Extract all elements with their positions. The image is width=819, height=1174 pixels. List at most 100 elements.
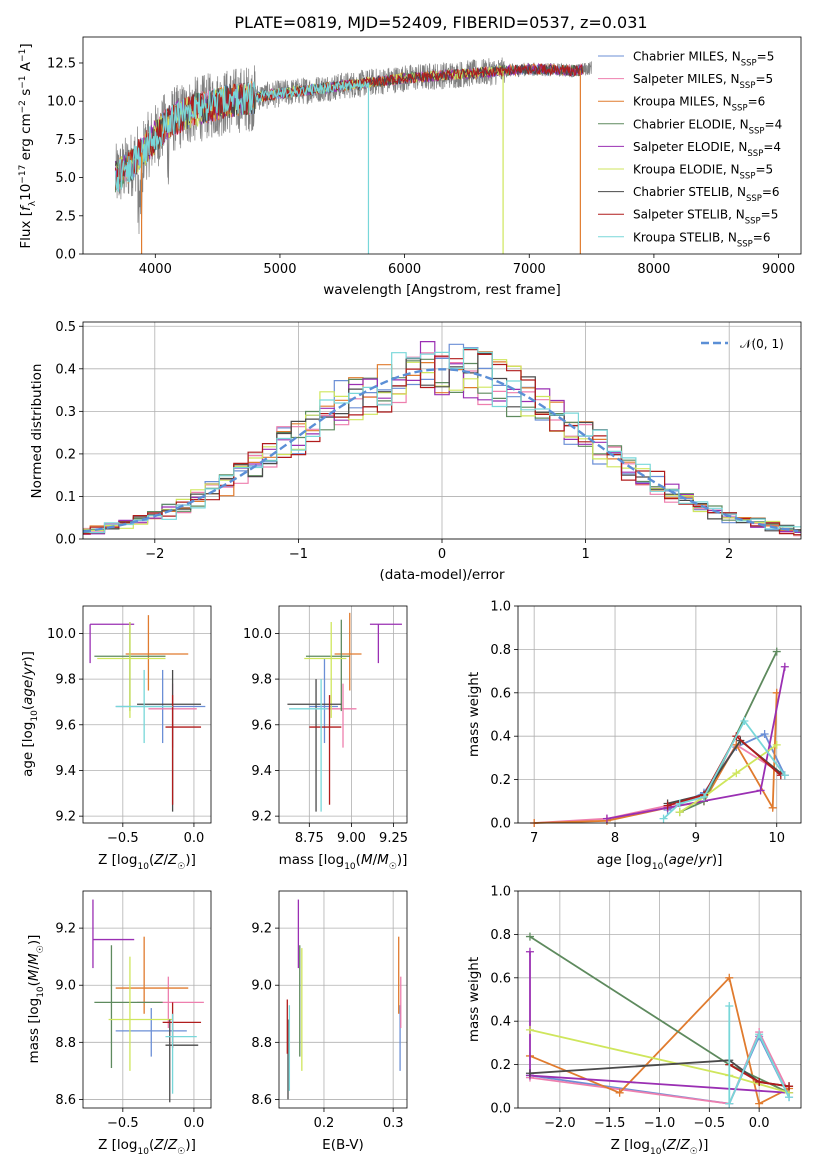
weight-marker bbox=[780, 771, 789, 780]
weight-marker bbox=[659, 814, 668, 823]
y-tick-label: 0.2 bbox=[490, 1058, 511, 1073]
legend-label: Chabrier MILES, NSSP=5 bbox=[633, 50, 774, 69]
y-tick-label: 0.3 bbox=[55, 405, 76, 420]
y-tick-label: 9.2 bbox=[55, 922, 76, 937]
x-tick-label: 0.0 bbox=[184, 831, 205, 846]
residual-histogram bbox=[83, 347, 801, 534]
x-tick-label: 7 bbox=[530, 831, 538, 846]
spectrum-legend: Chabrier MILES, NSSP=5 Salpeter MILES, NS… bbox=[598, 50, 782, 249]
weight-series-line bbox=[728, 1006, 790, 1105]
y-tick-label: 10.0 bbox=[47, 627, 76, 642]
y-tick-label: 8.6 bbox=[251, 1093, 272, 1108]
weight-marker bbox=[725, 973, 734, 982]
weight-marker bbox=[725, 1002, 734, 1011]
gaussian-reference bbox=[82, 368, 799, 533]
axes-residuals: −2 −1 0 1 2 0.0 0.1 0.2 0.3 0.4 0.5 𝒩(0, 1) (data-mo… bbox=[29, 320, 802, 583]
axes-frame bbox=[82, 36, 802, 255]
y-tick-label: 0.0 bbox=[55, 533, 76, 548]
x-axis-label: Z [log10(Z/Z☉)] bbox=[611, 1137, 709, 1157]
axes-age-vs-mass: 8.75 9.00 9.25 9.2 9.4 9.6 9.8 10.0 mass [log10(… bbox=[243, 605, 408, 872]
legend-label: Chabrier STELIB, NSSP=6 bbox=[633, 185, 780, 204]
weight-marker bbox=[675, 808, 684, 817]
y-tick-label: 0.8 bbox=[490, 928, 511, 943]
x-axis-label: Z [log10(Z/Z☉)] bbox=[98, 852, 196, 872]
x-tick-label: 4000 bbox=[139, 262, 172, 277]
x-tick-label: −1.0 bbox=[644, 1116, 676, 1131]
residual-histogram bbox=[83, 352, 801, 534]
weight-marker bbox=[785, 1082, 794, 1091]
legend-label: Salpeter MILES, NSSP=5 bbox=[633, 72, 773, 91]
x-axis-label: (data-model)/error bbox=[379, 567, 505, 583]
figure-title: PLATE=0819, MJD=52409, FIBERID=0537, z=0… bbox=[234, 13, 647, 32]
weight-marker bbox=[725, 1099, 734, 1108]
x-tick-label: 1 bbox=[581, 547, 589, 562]
weight-marker bbox=[525, 932, 534, 941]
axes-frame bbox=[278, 605, 408, 824]
y-tick-label: 8.6 bbox=[55, 1093, 76, 1108]
legend-label: 𝒩(0, 1) bbox=[740, 337, 784, 351]
axes-weight-vs-Z: −2.0 −1.5 −1.0 −0.5 0.0 0.0 0.2 0.4 0.6 0.8 1.0 mas… bbox=[466, 885, 802, 1157]
weight-marker bbox=[525, 947, 534, 956]
weight-marker bbox=[663, 801, 672, 810]
weight-marker bbox=[602, 814, 611, 823]
axes-mass-vs-ebv: 0.2 0.3 8.6 8.8 9.0 9.2 E(B-V) bbox=[251, 890, 408, 1153]
y-tick-label: 8.8 bbox=[251, 1036, 272, 1051]
y-axis-label: age [log10(age/yr)] bbox=[20, 651, 40, 777]
weight-marker bbox=[525, 1069, 534, 1078]
axes-frame bbox=[278, 890, 408, 1109]
x-axis-label: age [log10(age/yr)] bbox=[597, 852, 723, 872]
x-tick-label: 8000 bbox=[637, 262, 670, 277]
x-axis-label: mass [log10(M/M☉)] bbox=[279, 852, 408, 872]
weight-series-line bbox=[679, 744, 778, 813]
x-tick-label: 0.0 bbox=[749, 1116, 770, 1131]
weight-marker bbox=[760, 730, 769, 739]
y-tick-label: 9.4 bbox=[55, 764, 76, 779]
x-tick-label: 5000 bbox=[263, 262, 296, 277]
x-tick-label: 8.75 bbox=[295, 831, 324, 846]
weight-marker bbox=[732, 769, 741, 778]
y-tick-label: 8.8 bbox=[55, 1036, 76, 1051]
x-tick-label: −1 bbox=[289, 547, 308, 562]
axes-frame bbox=[82, 321, 802, 540]
axes-frame bbox=[517, 605, 802, 824]
x-tick-label: −1.5 bbox=[594, 1116, 626, 1131]
legend-label: Chabrier ELODIE, NSSP=4 bbox=[633, 117, 782, 136]
axes-spectrum: 4000 5000 6000 7000 8000 9000 0.0 2.5 5.0 7.5 10.0… bbox=[18, 36, 802, 298]
y-tick-label: 9.0 bbox=[251, 979, 272, 994]
axes-weight-vs-age: 7 8 9 10 0.0 0.2 0.4 0.6 0.8 1.0 mass weight age [l… bbox=[466, 600, 802, 872]
legend-label: Kroupa ELODIE, NSSP=5 bbox=[633, 163, 773, 182]
y-tick-label: 0.2 bbox=[55, 447, 76, 462]
x-tick-label: 6000 bbox=[388, 262, 421, 277]
y-tick-label: 10.0 bbox=[47, 95, 76, 110]
y-axis-label: Flux [fλ10−17 erg cm−2 s−1 A−1] bbox=[18, 43, 38, 248]
y-tick-label: 5.0 bbox=[55, 171, 76, 186]
x-tick-label: −0.5 bbox=[107, 831, 139, 846]
x-tick-label: 0.3 bbox=[383, 1116, 404, 1131]
x-tick-label: 0 bbox=[438, 547, 446, 562]
weight-marker bbox=[755, 1077, 764, 1086]
y-tick-label: 0.1 bbox=[55, 490, 76, 505]
y-tick-label: 9.2 bbox=[251, 922, 272, 937]
legend-label: Salpeter ELODIE, NSSP=4 bbox=[633, 140, 781, 159]
x-tick-label: 9000 bbox=[762, 262, 795, 277]
x-tick-label: 8 bbox=[611, 831, 619, 846]
axes-age-vs-Z: −0.5 0.0 9.2 9.4 9.6 9.8 10.0 Z [log10(Z/Z☉)] ag… bbox=[20, 605, 212, 872]
weight-marker bbox=[740, 717, 749, 726]
x-tick-label: −0.5 bbox=[694, 1116, 726, 1131]
y-axis-label: Normed distribution bbox=[29, 364, 45, 499]
y-tick-label: 0.4 bbox=[490, 1015, 511, 1030]
y-tick-label: 0.2 bbox=[490, 773, 511, 788]
y-tick-label: 9.2 bbox=[55, 810, 76, 825]
weight-marker bbox=[755, 1099, 764, 1108]
x-tick-label: 9.25 bbox=[379, 831, 408, 846]
axes-frame bbox=[82, 890, 212, 1109]
weight-marker bbox=[768, 803, 777, 812]
x-tick-label: 0.0 bbox=[184, 1116, 205, 1131]
legend-label: Kroupa MILES, NSSP=6 bbox=[633, 95, 765, 114]
x-tick-label: 0.2 bbox=[314, 1116, 335, 1131]
legend-label: Kroupa STELIB, NSSP=6 bbox=[633, 230, 771, 249]
y-tick-label: 0.4 bbox=[55, 362, 76, 377]
axes-frame bbox=[517, 890, 802, 1109]
weight-marker bbox=[525, 1025, 534, 1034]
